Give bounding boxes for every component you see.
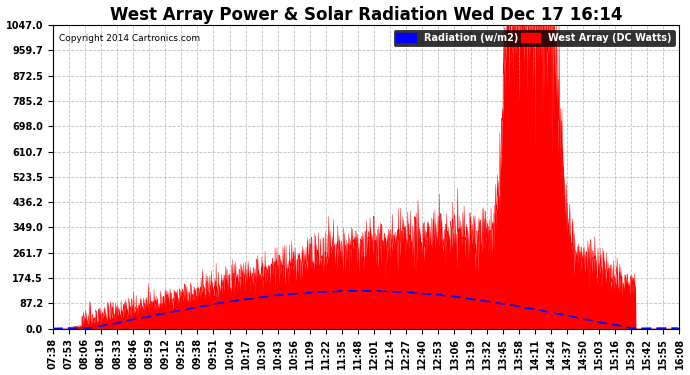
Text: Copyright 2014 Cartronics.com: Copyright 2014 Cartronics.com [59,34,200,43]
Title: West Array Power & Solar Radiation Wed Dec 17 16:14: West Array Power & Solar Radiation Wed D… [110,6,622,24]
Legend: Radiation (w/m2), West Array (DC Watts): Radiation (w/m2), West Array (DC Watts) [393,30,675,46]
